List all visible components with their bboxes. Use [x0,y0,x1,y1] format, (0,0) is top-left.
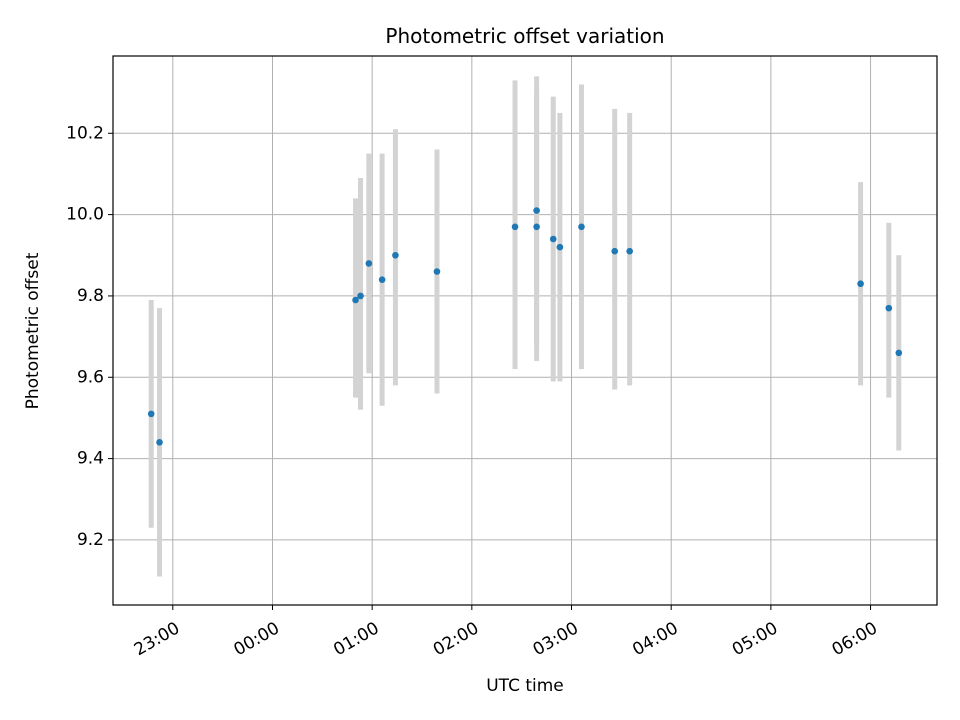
data-point [365,260,373,267]
data-point [556,243,564,251]
data-point [147,410,155,418]
data-point [533,207,540,214]
x-axis-label: UTC time [486,676,564,696]
data-point [857,280,864,288]
chart-title: Photometric offset variation [385,24,664,48]
y-tick-label: 9.4 [77,449,104,469]
y-tick-label: 9.8 [77,286,104,306]
data-point [533,223,540,231]
y-tick-label: 9.2 [77,530,104,550]
data-point [433,268,441,275]
plot-frame [112,55,938,606]
data-point [392,251,399,259]
point-layer [147,207,903,446]
data-point [156,439,163,446]
data-point [352,296,359,304]
data-point [611,247,619,255]
data-point [511,223,519,231]
data-point [626,247,633,255]
y-tick-label: 10.2 [66,123,104,143]
data-point [885,304,893,312]
y-axis-label: Photometric offset [23,252,43,409]
data-point [549,235,557,243]
data-point [357,292,364,300]
y-tick-label: 9.6 [77,367,104,387]
grid-layer [113,56,937,605]
data-point [378,276,386,283]
y-tick-label: 10.0 [66,205,104,225]
data-point [895,349,903,357]
data-point [578,223,585,231]
